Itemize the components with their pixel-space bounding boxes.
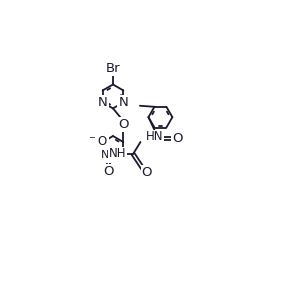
Text: NH: NH — [109, 147, 126, 160]
Text: O: O — [142, 166, 152, 179]
Text: O: O — [104, 165, 114, 178]
Text: N: N — [98, 96, 108, 109]
Text: Br: Br — [106, 62, 120, 75]
Text: N$^+$: N$^+$ — [100, 146, 118, 162]
Text: N: N — [119, 96, 128, 109]
Text: O: O — [118, 118, 129, 131]
Text: O: O — [173, 132, 183, 145]
Text: HN: HN — [146, 131, 163, 144]
Text: $^-$O: $^-$O — [87, 135, 108, 148]
